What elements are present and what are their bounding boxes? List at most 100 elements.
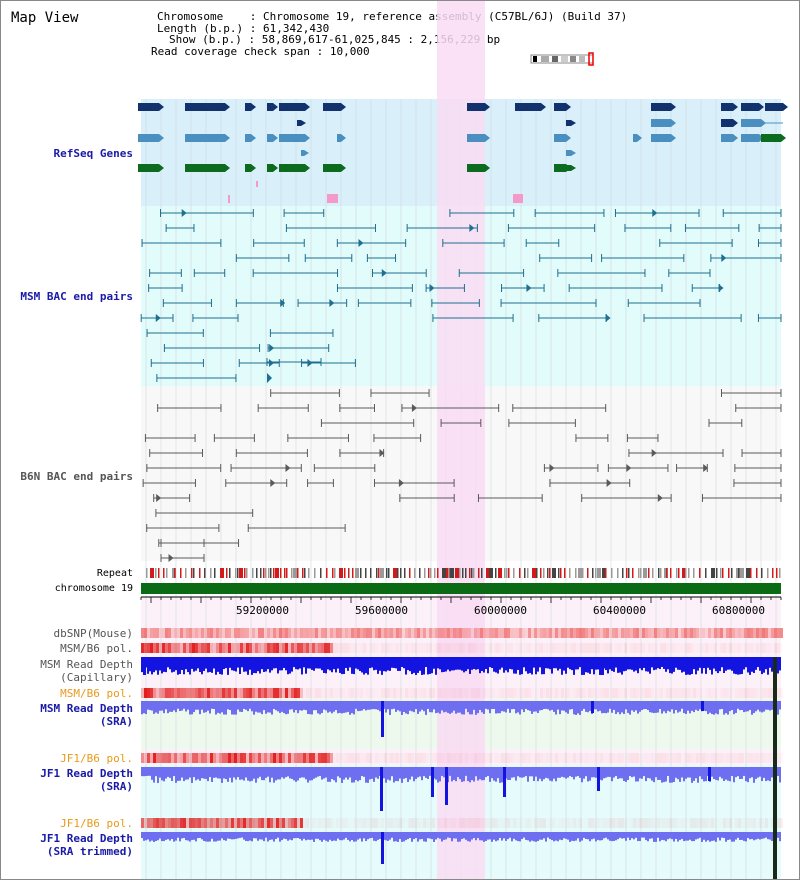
depth-bar <box>305 657 307 674</box>
heat-cell <box>702 688 705 698</box>
depth-bar <box>601 767 603 781</box>
depth-bar <box>779 701 781 710</box>
repeat-mark <box>549 568 551 578</box>
depth-bar <box>767 657 769 675</box>
depth-bar <box>175 701 177 713</box>
depth-bar <box>439 701 441 714</box>
repeat-mark <box>370 568 372 578</box>
heat-cell <box>318 688 321 698</box>
gene-block <box>515 103 541 111</box>
depth-bar <box>505 832 507 841</box>
heat-cell <box>423 688 426 698</box>
depth-bar <box>415 832 417 839</box>
depth-bar <box>333 657 335 670</box>
ideogram-band <box>561 56 568 62</box>
heat-cell <box>564 688 567 698</box>
depth-bar <box>255 767 257 783</box>
depth-bar <box>587 701 589 713</box>
heat-cell <box>777 628 780 638</box>
depth-bar <box>457 701 459 713</box>
depth-bar <box>309 657 311 669</box>
heat-cell <box>240 818 243 828</box>
heat-cell <box>705 643 708 653</box>
depth-bar <box>687 767 689 778</box>
heat-cell <box>294 688 297 698</box>
heat-cell <box>576 818 579 828</box>
depth-bar <box>217 832 219 841</box>
heat-cell <box>513 688 516 698</box>
heat-cell <box>261 753 264 763</box>
depth-bar <box>265 701 267 714</box>
heat-cell <box>462 818 465 828</box>
heat-cell <box>531 688 534 698</box>
heat-cell <box>687 628 690 638</box>
heat-cell <box>453 818 456 828</box>
heat-cell <box>234 628 237 638</box>
depth-bar <box>735 832 737 840</box>
heat-cell <box>345 688 348 698</box>
heat-cell <box>768 628 771 638</box>
heat-cell <box>537 628 540 638</box>
bac-arrow <box>307 359 313 367</box>
heat-cell <box>318 643 321 653</box>
depth-bar <box>655 701 657 713</box>
depth-bar <box>559 767 561 778</box>
heat-cell <box>393 688 396 698</box>
depth-bar <box>159 657 161 671</box>
heat-cell <box>360 688 363 698</box>
depth-bar <box>563 832 565 839</box>
depth-bar <box>689 701 691 714</box>
depth-bar <box>747 832 749 839</box>
depth-bar <box>611 701 613 713</box>
heat-cell <box>387 628 390 638</box>
depth-spike <box>381 701 384 737</box>
heat-cell <box>348 643 351 653</box>
heat-cell <box>546 818 549 828</box>
heat-cell <box>627 643 630 653</box>
gene-arrow <box>225 164 230 172</box>
depth-bar <box>709 657 711 670</box>
heat-cell <box>306 688 309 698</box>
heat-cell <box>636 818 639 828</box>
heat-cell <box>459 628 462 638</box>
depth-bar <box>235 657 237 672</box>
depth-spike <box>708 767 711 781</box>
heat-cell <box>273 818 276 828</box>
heat-cell <box>147 628 150 638</box>
depth-bar <box>375 767 377 778</box>
depth-bar <box>189 832 191 842</box>
heat-cell <box>438 688 441 698</box>
depth-bar <box>517 767 519 777</box>
depth-bar <box>621 832 623 839</box>
heat-cell <box>279 753 282 763</box>
b6n-bac-label: B6N BAC end pairs <box>20 470 133 483</box>
heat-cell <box>180 753 183 763</box>
ideogram-band <box>570 56 576 62</box>
heat-cell <box>408 753 411 763</box>
depth-bar <box>749 832 751 840</box>
depth-bar <box>205 767 207 779</box>
heat-cell <box>555 628 558 638</box>
depth-bar <box>581 657 583 675</box>
heat-cell <box>651 643 654 653</box>
depth-bar <box>383 767 385 779</box>
heat-cell <box>579 628 582 638</box>
depth-bar <box>559 657 561 669</box>
depth-bar <box>335 767 337 783</box>
heat-cell <box>495 818 498 828</box>
heat-cell <box>741 688 744 698</box>
heat-cell <box>513 753 516 763</box>
depth-bar <box>727 832 729 840</box>
depth-bar <box>637 767 639 782</box>
heat-cell <box>426 643 429 653</box>
depth-bar <box>283 701 285 714</box>
heat-cell <box>297 753 300 763</box>
heat-cell <box>729 753 732 763</box>
depth-bar <box>253 701 255 715</box>
heat-cell <box>450 818 453 828</box>
heat-cell <box>717 643 720 653</box>
heat-cell <box>555 643 558 653</box>
heat-cell <box>231 628 234 638</box>
heat-cell <box>405 753 408 763</box>
